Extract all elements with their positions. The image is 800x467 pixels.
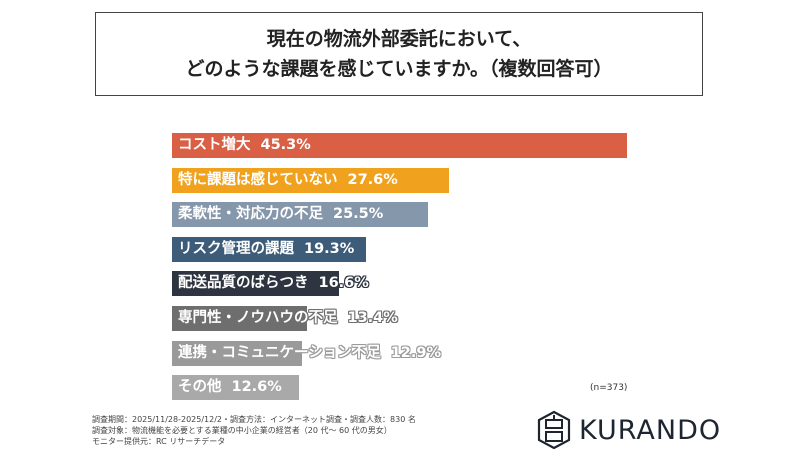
value-label: 27.6% [347, 171, 398, 188]
bar [172, 306, 307, 331]
sample-size: (n=373) [590, 383, 628, 393]
footnote-line: モニター提供元：RC リサーチデータ [92, 437, 226, 446]
bar-label: 専門性・ノウハウの不足 13.4% [178, 306, 398, 331]
value-label: 19.3% [304, 240, 355, 257]
bar-label: 配送品質のばらつき 16.6% [178, 271, 369, 296]
bar [172, 133, 627, 158]
footnote-line: 調査期間：2025/11/28-2025/12/2・調査方法：インターネット調査… [92, 415, 416, 424]
value-label: 45.3% [260, 137, 311, 153]
bar-label: リスク管理の課題 19.3% [178, 237, 354, 262]
value-label: 16.6% [318, 275, 369, 292]
category-label: リスク管理の課題 [178, 240, 294, 257]
category-label: その他 [178, 379, 222, 396]
value-label: 12.6% [231, 379, 282, 396]
bar [172, 202, 429, 228]
bar [172, 340, 302, 366]
bar [172, 271, 339, 297]
value-label: 13.4% [347, 310, 398, 326]
bar-label: 特に課題は感じていない 27.6% [178, 168, 398, 193]
bar-label: コスト増大 45.3% [178, 133, 311, 158]
survey-footnote: 調査期間：2025/11/28-2025/12/2・調査方法：インターネット調査… [92, 414, 416, 447]
bar [172, 167, 450, 193]
bar [172, 375, 299, 401]
category-label: 特に課題は感じていない [178, 171, 338, 188]
logo-text: KURANDO [579, 414, 722, 446]
category-label: 専門性・ノウハウの不足 [178, 310, 338, 326]
value-label: 12.9% [390, 344, 442, 361]
title-line-2: どのような課題を感じていますか。（複数回答可） [185, 58, 613, 80]
bar-label: 連携・コミュニケーション不足 12.9% [178, 341, 441, 366]
logo-mark-icon [537, 410, 571, 450]
category-label: コスト増大 [178, 137, 251, 153]
kurando-logo: KURANDO [537, 410, 721, 450]
category-label: 柔軟性・対応力の不足 [178, 206, 323, 223]
bar [172, 236, 366, 262]
value-label: 25.5% [333, 206, 384, 223]
title-line-1: 現在の物流外部委託において、 [266, 28, 532, 50]
category-label: 配送品質のばらつき [178, 275, 309, 292]
category-label: 連携・コミュニケーション不足 [178, 344, 381, 361]
chart-title: 現在の物流外部委託において、 どのような課題を感じていますか。（複数回答可） [95, 12, 703, 96]
footnote-line: 調査対象：物流機能を必要とする業種の中小企業の経営者（20 代～ 60 代の男女… [92, 426, 392, 435]
bar-label: 柔軟性・対応力の不足 25.5% [178, 202, 383, 227]
bar-label: その他 12.6% [178, 375, 282, 400]
